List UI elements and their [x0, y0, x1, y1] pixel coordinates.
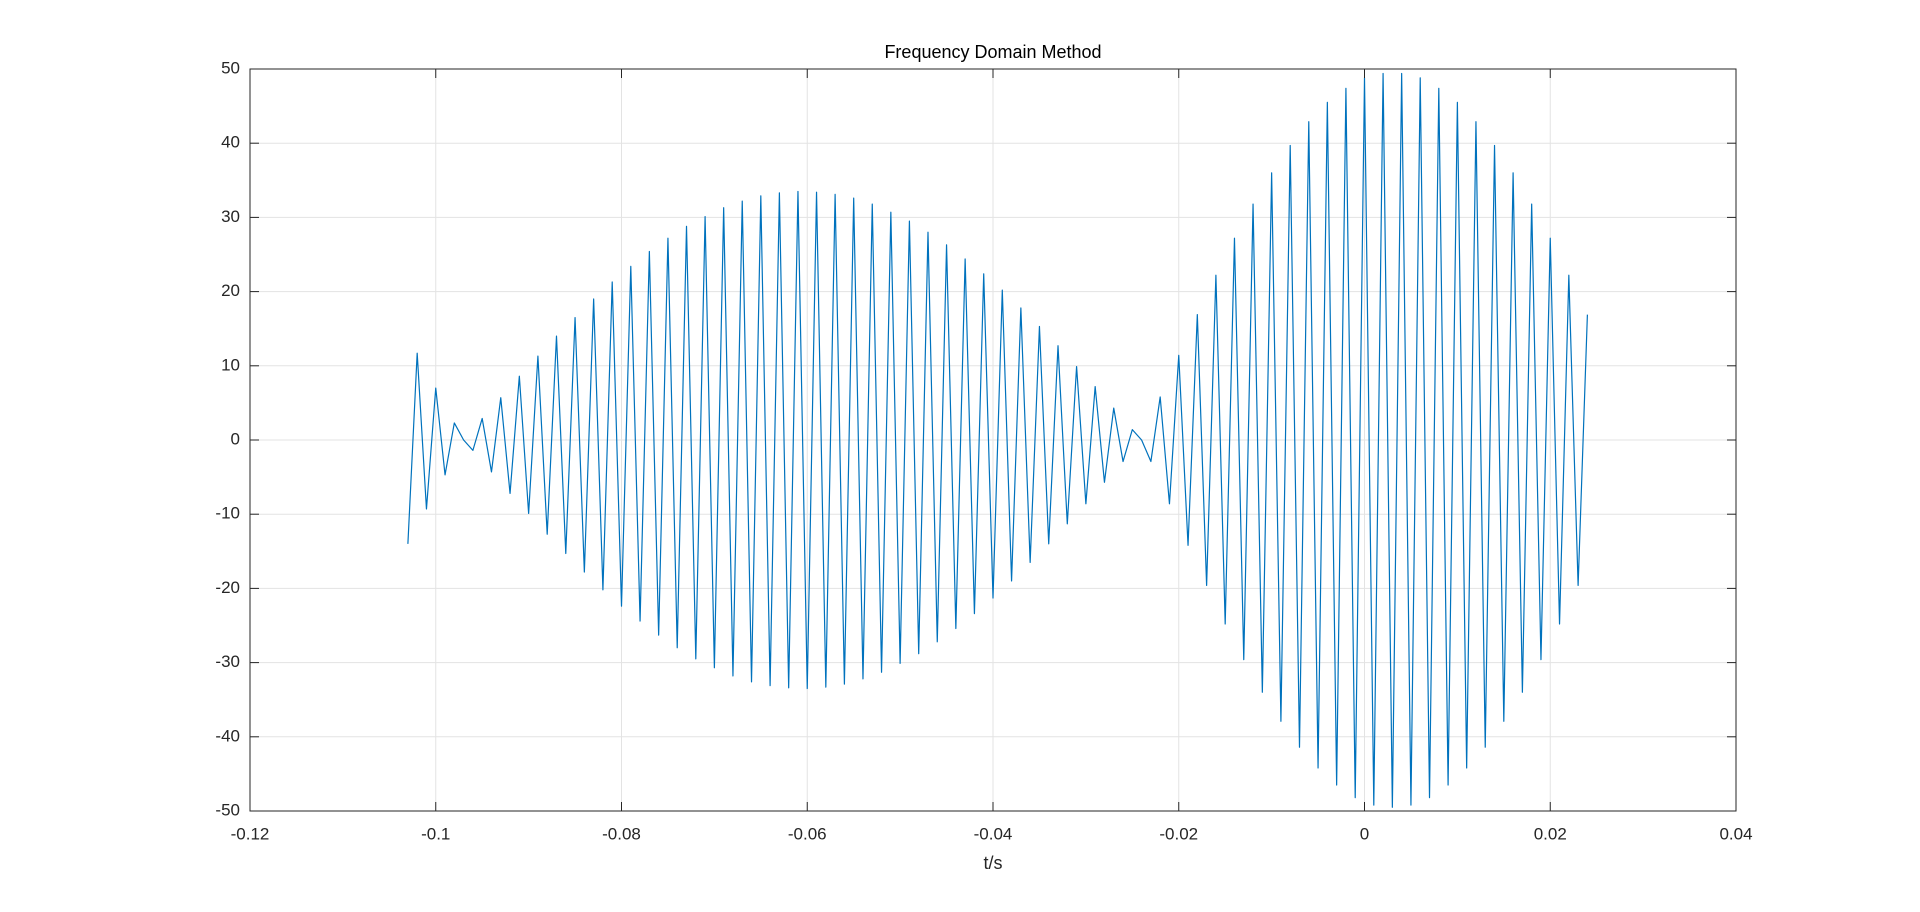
- x-tick-label: -0.06: [788, 824, 827, 843]
- y-tick-label: 10: [221, 355, 240, 374]
- y-tick-label: 20: [221, 281, 240, 300]
- x-axis-label: t/s: [983, 853, 1002, 873]
- y-tick-label: -30: [215, 652, 240, 671]
- x-tick-label: -0.12: [231, 824, 270, 843]
- y-tick-label: -40: [215, 726, 240, 745]
- y-tick-label: 0: [231, 429, 240, 448]
- grid: [249, 68, 1737, 812]
- y-tick-label: 40: [221, 133, 240, 152]
- data-line: [407, 72, 1588, 808]
- y-tick-label: -50: [215, 800, 240, 819]
- plot: [407, 72, 1588, 808]
- y-tick-label: 30: [221, 207, 240, 226]
- y-tick-label: -10: [215, 504, 240, 523]
- x-tick-label: -0.02: [1159, 824, 1198, 843]
- x-tick-label: -0.04: [974, 824, 1013, 843]
- x-tick-label: -0.1: [421, 824, 450, 843]
- axes: -0.12 -0.1 -0.08 -0.06 -0.04 -0.02 0 0.02 0.04 -5…: [215, 58, 1752, 843]
- x-tick-label: 0.04: [1719, 824, 1752, 843]
- y-tick-label: 50: [221, 58, 240, 77]
- y-tick-label: -20: [215, 578, 240, 597]
- x-tick-label: 0.02: [1534, 824, 1567, 843]
- x-tick-label: 0: [1360, 824, 1369, 843]
- axes-box: [249, 68, 1737, 812]
- x-tick-label: -0.08: [602, 824, 641, 843]
- chart-title: Frequency Domain Method: [884, 42, 1101, 62]
